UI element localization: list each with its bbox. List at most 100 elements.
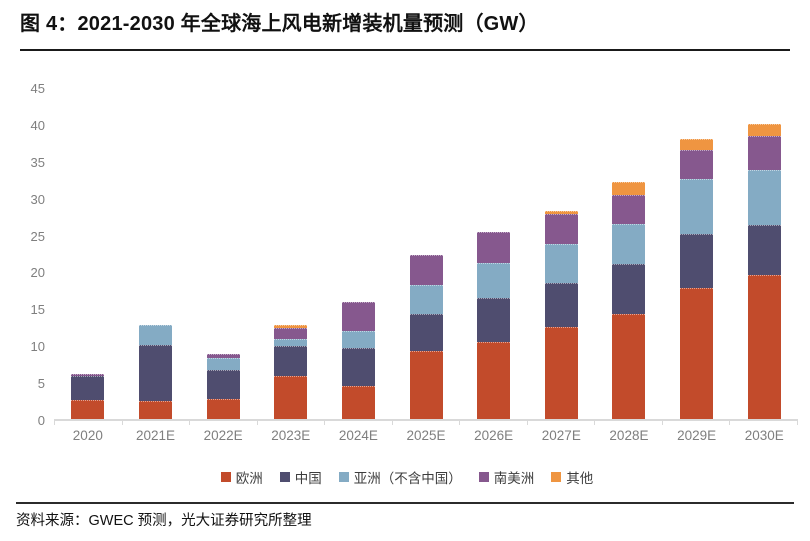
bar-segment-亚洲（不含中国） [409,284,443,314]
bar-group-2028E [595,89,663,419]
y-tick-label-40: 40 [30,117,45,133]
bar-group-2029E [663,89,731,419]
bar-segment-欧洲 [409,351,443,419]
x-tick-2030E [730,421,799,425]
figure-title: 图 4：2021-2030 年全球海上风电新增装机量预测（GW） [20,13,539,35]
bar-group-2030E [730,89,798,419]
y-tick-label-15: 15 [30,302,45,318]
bar-segment-其他 [747,123,781,136]
chart-legend: 欧洲 中国 亚洲（不含中国） 南美洲 其他 [16,467,798,487]
bar-segment-其他 [680,139,714,150]
bar-segment-南美洲 [206,354,240,358]
stacked-bar-2029E [680,139,714,419]
bar-segment-欧洲 [680,287,714,419]
legend-label: 其他 [566,471,594,486]
x-label-2023E: 2023E [271,428,311,443]
stacked-bar-chart: 0 5 10 15 20 25 30 35 40 45 2020 2021E 2022E 2023E 20… [0,81,810,487]
bar-segment-亚洲（不含中国） [206,357,240,371]
legend-item-南美洲: 南美洲 [478,467,535,487]
bar-segment-南美洲 [544,213,578,245]
x-label-2021E: 2021E [135,428,175,443]
bar-segment-中国 [206,370,240,400]
bar-segment-欧洲 [206,399,240,419]
stacked-bar-2022E [206,354,240,419]
legend-item-中国: 中国 [279,467,322,487]
bar-segment-亚洲（不含中国） [612,224,646,265]
y-tick-label-0: 0 [37,413,45,428]
stacked-bar-2023E [274,325,308,419]
stacked-bar-2030E [747,123,781,419]
stacked-bar-2027E [544,210,578,419]
legend-item-亚洲（不含中国）: 亚洲（不含中国） [338,467,462,487]
bar-segment-欧洲 [71,399,105,419]
bar-segment-中国 [341,348,375,386]
bar-segment-欧洲 [274,376,308,419]
bar-segment-欧洲 [477,341,511,419]
bar-segment-南美洲 [747,135,781,170]
bar-segment-亚洲（不含中国） [544,244,578,283]
legend-item-其他: 其他 [551,467,593,487]
bar-segment-中国 [747,224,781,276]
source-note: 资料来源：GWEC 预测，光大证券研究所整理 [16,512,312,529]
bar-segment-南美洲 [409,255,443,285]
bar-segment-中国 [138,345,172,401]
legend-label: 中国 [294,471,322,486]
legend-swatch-icon [551,472,562,482]
y-axis: 0 5 10 15 20 25 30 35 40 45 [16,81,54,428]
y-tick-label-30: 30 [30,191,45,207]
x-tick-2024E [325,421,393,425]
bar-group-2020 [54,89,122,419]
x-label-2022E: 2022E [203,428,243,443]
legend-swatch-icon [220,472,231,482]
bar-segment-亚洲（不含中国） [138,324,172,346]
bar-segment-其他 [612,182,646,195]
legend-swatch-icon [338,472,349,482]
y-tick-label-5: 5 [37,376,45,392]
x-label-2025E: 2025E [406,428,446,443]
y-tick-label-20: 20 [30,265,45,281]
stacked-bar-2020 [71,374,105,419]
bar-segment-中国 [71,376,105,400]
bar-segment-欧洲 [341,385,375,419]
legend-swatch-icon [478,472,489,482]
bar-segment-中国 [544,282,578,327]
title-divider [20,49,790,51]
bar-group-2027E [527,89,595,419]
bar-segment-其他 [274,325,308,329]
bar-segment-中国 [409,313,443,352]
bar-group-2025E [392,89,460,419]
bar-segment-南美洲 [274,328,308,339]
x-label-2020: 2020 [72,428,103,443]
stacked-bar-2028E [612,182,646,419]
x-tick-2020 [54,421,123,425]
y-tick-label-25: 25 [30,228,45,244]
bar-segment-欧洲 [544,326,578,419]
x-tick-2027E [528,421,596,425]
bar-group-2021E [122,89,190,419]
bar-segment-亚洲（不含中国） [274,338,308,346]
x-tick-2022E [190,421,258,425]
bar-group-2024E [325,89,393,419]
y-tick-label-35: 35 [30,154,45,170]
bar-segment-欧洲 [747,275,781,419]
bar-segment-南美洲 [477,231,511,264]
plot-row: 0 5 10 15 20 25 30 35 40 45 [16,81,798,428]
stacked-bar-2026E [477,231,511,419]
x-label-2030E: 2030E [744,428,784,443]
bar-segment-亚洲（不含中国） [341,331,375,349]
bar-segment-其他 [544,210,578,214]
x-label-2024E: 2024E [338,428,378,443]
bar-segment-欧洲 [138,400,172,419]
bar-segment-欧洲 [612,313,646,419]
legend-label: 南美洲 [493,471,535,486]
bar-segment-中国 [477,298,511,342]
plot-area [54,89,798,421]
x-axis-ticks [54,421,799,425]
bar-group-2023E [257,89,325,419]
bar-segment-中国 [680,233,714,288]
x-tick-2026E [460,421,528,425]
x-label-2028E: 2028E [609,428,649,443]
legend-item-欧洲: 欧洲 [220,467,263,487]
x-label-2029E: 2029E [677,428,717,443]
